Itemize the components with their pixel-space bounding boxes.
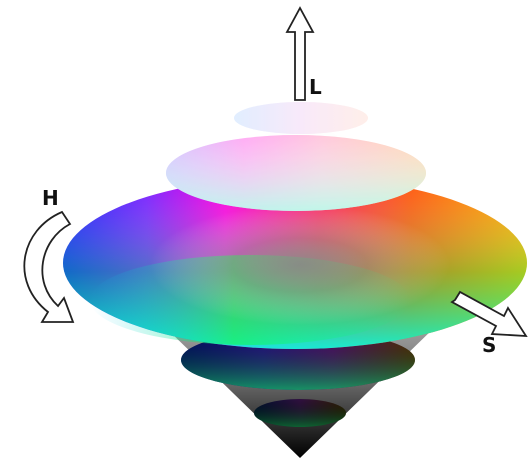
saturation-label: S [482, 333, 496, 357]
saturation-arrow-icon [450, 290, 528, 338]
disc-pastel [166, 135, 426, 211]
hue-arrow-icon [23, 210, 75, 323]
disc-lightest [234, 102, 368, 134]
disc-full-saturation [63, 177, 527, 349]
disc-darkest [254, 399, 346, 427]
hue-label: H [42, 186, 59, 210]
lightness-label: L [309, 75, 322, 99]
lightness-arrow-icon [285, 6, 315, 101]
